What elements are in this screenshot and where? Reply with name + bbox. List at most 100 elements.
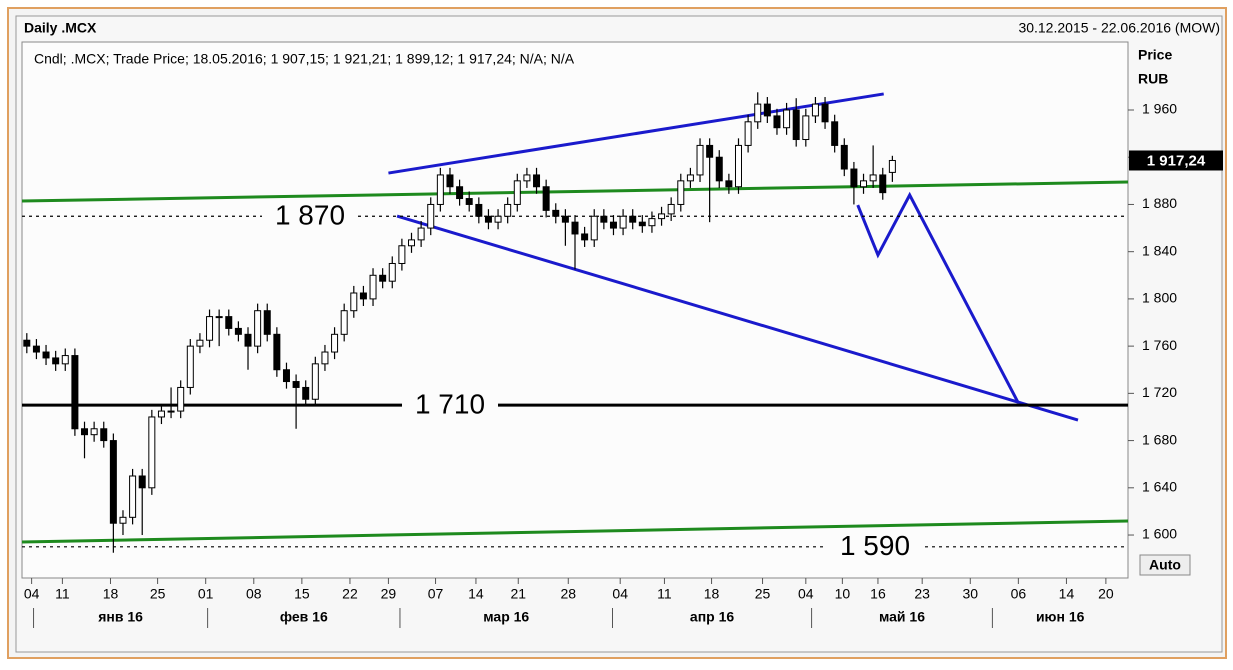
candle-body (542, 186, 550, 211)
period-label: май 16 (879, 609, 925, 625)
candle-body (533, 174, 541, 188)
x-tick-label: 16 (870, 586, 886, 602)
candle-body (581, 233, 589, 241)
y-tick-label: 1 800 (1142, 290, 1177, 306)
level-label: 1 710 (415, 389, 485, 420)
candle-body (282, 369, 290, 383)
candle-body (321, 351, 329, 365)
candle-body (840, 144, 848, 170)
candle-body (311, 363, 319, 400)
candle-body (619, 215, 627, 229)
candle-body (273, 333, 281, 371)
x-tick-label: 11 (657, 586, 672, 602)
trendline (856, 191, 1020, 404)
info-line: Cndl; .MCX; Trade Price; 18.05.2016; 1 9… (34, 51, 575, 67)
candle-body (90, 428, 98, 436)
y-tick-label: 1 880 (1142, 195, 1177, 211)
x-tick-label: 20 (1098, 586, 1114, 602)
y-tick-label: 1 760 (1142, 337, 1177, 353)
candle-body (600, 215, 608, 223)
candle-body (850, 168, 858, 188)
candle-body (109, 440, 117, 524)
candle-body (494, 215, 502, 223)
candle-body (677, 180, 685, 205)
x-tick-label: 04 (612, 586, 628, 602)
candle-body (302, 386, 310, 400)
candle-body (23, 339, 31, 347)
candle-body (263, 310, 271, 335)
candle-body (802, 115, 810, 141)
x-tick-label: 10 (835, 586, 851, 602)
candle-body (42, 351, 50, 359)
candle-body (359, 292, 367, 300)
candle-body (773, 115, 781, 129)
period-label: июн 16 (1036, 609, 1085, 625)
auto-button[interactable] (1139, 554, 1191, 576)
candle-body (129, 475, 137, 518)
candle-body (100, 428, 108, 442)
candle-body (754, 103, 762, 123)
chart-title: Daily .MCX (24, 20, 97, 36)
candle-body (61, 355, 69, 365)
x-tick-label: 25 (150, 586, 166, 602)
candle-body (417, 227, 425, 241)
x-tick-label: 08 (246, 586, 262, 602)
y-tick-label: 1 720 (1142, 384, 1177, 400)
x-tick-label: 07 (428, 586, 444, 602)
last-price-label: 1 917,24 (1147, 152, 1206, 169)
candle-body (484, 215, 492, 223)
y-tick-label: 1 840 (1142, 242, 1177, 258)
candle-body (609, 221, 617, 229)
candle-body (513, 180, 521, 205)
candle-body (196, 339, 204, 347)
candle-body (763, 103, 771, 117)
candle-body (590, 215, 598, 241)
y-axis-label: RUB (1138, 71, 1168, 87)
x-tick-label: 04 (798, 586, 814, 602)
candle-body (571, 221, 579, 235)
candle-body (638, 221, 646, 227)
period-label: янв 16 (98, 609, 143, 625)
x-tick-label: 15 (294, 586, 310, 602)
candle-body (456, 186, 464, 200)
trendline (388, 92, 884, 175)
candle-body (32, 345, 40, 353)
candle-body (369, 274, 377, 300)
x-tick-label: 21 (510, 586, 526, 602)
candle-body (254, 310, 262, 347)
candle-body (552, 209, 560, 217)
candle-body (350, 292, 358, 312)
candle-body (888, 159, 896, 173)
candle-body (81, 428, 89, 436)
last-price-tag (1129, 150, 1223, 171)
candle-body (436, 174, 444, 205)
x-tick-label: 23 (914, 586, 930, 602)
candle-body (340, 310, 348, 335)
date-range: 30.12.2015 - 22.06.2016 (MOW) (1018, 20, 1220, 36)
x-tick-label: 25 (755, 586, 771, 602)
candle-body (292, 381, 300, 388)
candle-body (388, 262, 396, 282)
candle-body (561, 215, 569, 223)
candle-body (696, 144, 704, 176)
x-tick-label: 11 (55, 586, 70, 602)
candle-body (667, 203, 675, 215)
candle-body (225, 316, 233, 329)
candle-body (52, 357, 60, 365)
plot-area (21, 41, 1129, 579)
level-label-bg (262, 200, 358, 233)
y-tick-label: 1 960 (1142, 101, 1177, 117)
auto-button-label[interactable]: Auto (1149, 557, 1181, 573)
candle-body (446, 174, 454, 188)
candle-body (379, 274, 387, 282)
level-label: 1 870 (275, 200, 345, 231)
x-tick-label: 18 (704, 586, 720, 602)
x-tick-label: 14 (1059, 586, 1075, 602)
x-tick-label: 30 (962, 586, 978, 602)
candle-body (629, 215, 637, 223)
candle-body (725, 180, 733, 188)
x-tick-label: 04 (24, 586, 40, 602)
period-label: фев 16 (280, 609, 328, 625)
trendline (396, 214, 1079, 422)
